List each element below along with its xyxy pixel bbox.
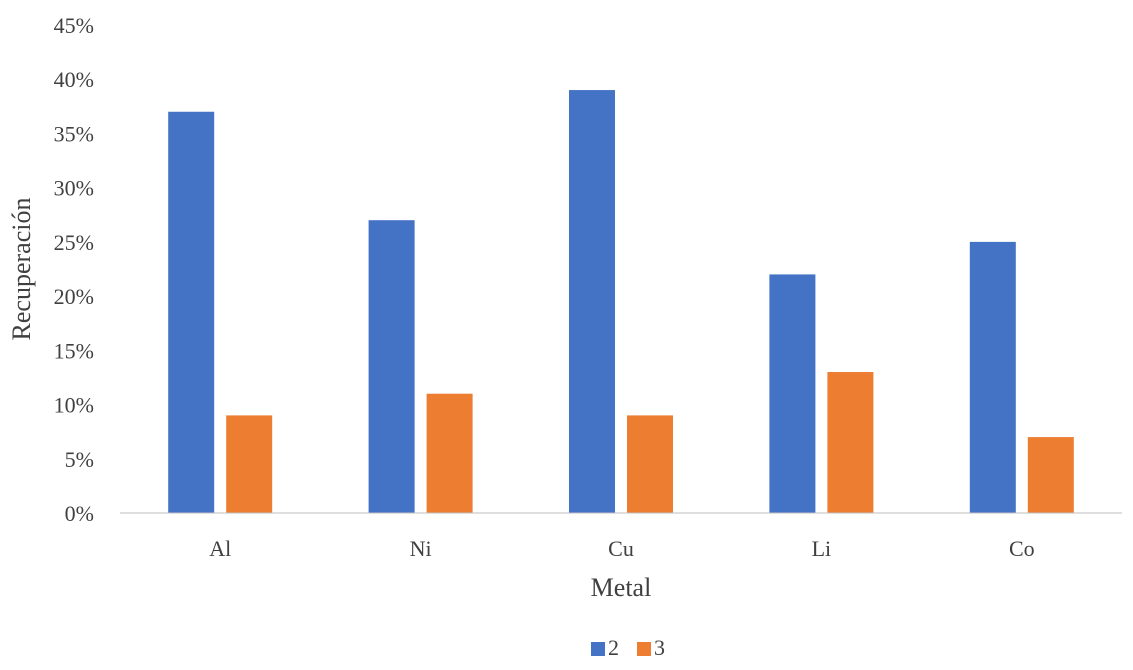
bar-ni-series-2 xyxy=(368,220,415,513)
bar-al-series-3 xyxy=(226,415,273,513)
bar-cu-series-2 xyxy=(569,90,615,514)
x-tick-label: Cu xyxy=(608,536,634,561)
legend-item-series-3: 3 xyxy=(637,635,665,660)
y-tick-label: 5% xyxy=(65,447,94,472)
y-tick-label: 25% xyxy=(54,230,94,255)
legend-swatch xyxy=(637,642,651,656)
y-axis-ticks: 0% 5% 10% 15% 20% 25% 30% 35% 40% 45% xyxy=(54,13,94,526)
y-axis-title: Recuperación xyxy=(7,198,36,341)
x-axis-title: Metal xyxy=(591,573,652,602)
y-tick-label: 0% xyxy=(65,501,94,526)
x-tick-label: Al xyxy=(209,536,231,561)
x-tick-label: Co xyxy=(1009,536,1035,561)
y-tick-label: 15% xyxy=(54,338,94,363)
bar-li-series-3 xyxy=(827,372,874,513)
legend-label: 2 xyxy=(608,635,619,660)
y-tick-label: 20% xyxy=(54,284,94,309)
y-tick-label: 35% xyxy=(54,121,94,146)
y-tick-label: 45% xyxy=(54,13,94,38)
bar-co-series-3 xyxy=(1027,437,1074,513)
legend-swatch xyxy=(591,642,605,656)
y-tick-label: 10% xyxy=(54,393,94,418)
bar-cu-series-3 xyxy=(627,415,673,513)
y-tick-label: 30% xyxy=(54,176,94,201)
legend-item-series-2: 2 xyxy=(591,635,619,660)
bar-ni-series-3 xyxy=(426,393,473,513)
bar-co-series-2 xyxy=(969,241,1016,513)
x-tick-label: Ni xyxy=(410,536,432,561)
x-tick-label: Li xyxy=(812,536,832,561)
bars xyxy=(168,90,1074,514)
bar-al-series-2 xyxy=(168,111,215,513)
y-tick-label: 40% xyxy=(54,67,94,92)
x-axis-ticks: Al Ni Cu Li Co xyxy=(209,536,1034,561)
bar-li-series-2 xyxy=(769,274,816,513)
legend-label: 3 xyxy=(654,635,665,660)
